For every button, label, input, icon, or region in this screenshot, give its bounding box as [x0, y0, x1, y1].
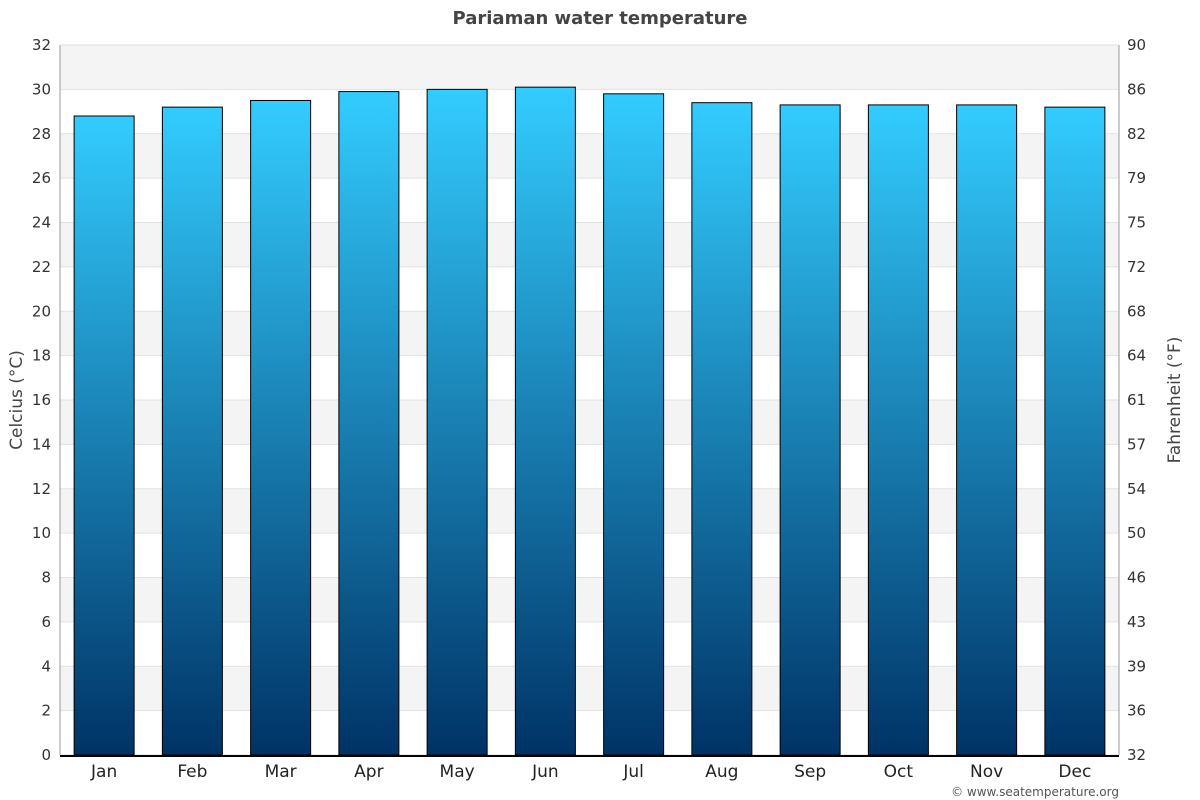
y-tick-label-left: 12 — [32, 480, 51, 498]
x-tick-label: Dec — [1058, 762, 1091, 782]
x-tick-label: May — [440, 762, 475, 782]
y-tick-label-right: 39 — [1127, 657, 1146, 675]
y-tick-label-left: 6 — [41, 613, 51, 631]
grid-band — [60, 45, 1119, 90]
y-tick-label-left: 28 — [32, 125, 51, 143]
axes — [59, 44, 1120, 757]
bar-aug — [691, 102, 753, 756]
x-tick-label: Nov — [970, 762, 1003, 782]
grid-band — [60, 666, 1119, 711]
y-tick-label-right: 64 — [1127, 347, 1146, 365]
x-tick-labels: Jan Feb Mar Apr May Jun Jul Aug Sep Oct Nov Dec — [90, 762, 1091, 782]
bar-jan — [73, 115, 135, 756]
y-tick-label-left: 32 — [32, 36, 51, 54]
bar-dec — [1044, 106, 1106, 756]
y-tick-label-right: 82 — [1127, 125, 1146, 143]
grid-band — [60, 488, 1119, 534]
grid-band — [60, 133, 1119, 179]
x-tick-label: Jul — [622, 762, 644, 782]
bars — [73, 86, 1106, 756]
x-tick-label: Apr — [354, 762, 383, 782]
y-tick-label-right: 79 — [1127, 169, 1146, 187]
y-axis-label-left: Celcius (°C) — [7, 350, 27, 450]
y-tick-label-left: 22 — [32, 258, 51, 276]
y-tick-label-right: 68 — [1127, 302, 1146, 320]
y-tick-label-right: 90 — [1127, 36, 1146, 54]
grid-band — [60, 311, 1119, 356]
y-tick-label-right: 50 — [1127, 524, 1146, 542]
y-tick-label-left: 24 — [32, 214, 51, 232]
grid-band — [60, 222, 1119, 267]
bar-nov — [956, 104, 1018, 756]
bar-may — [426, 88, 488, 756]
grid-band — [60, 400, 1119, 445]
y-tick-label-left: 0 — [41, 746, 51, 764]
x-tick-label: Mar — [265, 762, 297, 782]
y-tick-label-right: 54 — [1127, 480, 1146, 498]
bar-apr — [338, 91, 400, 756]
chart-title: Pariaman water temperature — [453, 8, 748, 29]
y-tick-labels-right: 32 36 39 43 46 50 54 57 61 64 68 72 75 79 82 86 90 — [1127, 36, 1146, 764]
x-tick-label: Aug — [705, 762, 738, 782]
y-tick-label-right: 61 — [1127, 391, 1146, 409]
y-tick-label-right: 36 — [1127, 702, 1146, 720]
x-tick-label: Jun — [531, 762, 559, 782]
y-tick-label-left: 26 — [32, 169, 51, 187]
y-tick-label-right: 46 — [1127, 569, 1146, 587]
x-tick-label: Oct — [884, 762, 914, 782]
y-tick-label-left: 2 — [41, 702, 51, 720]
x-tick-label: Feb — [177, 762, 207, 782]
bar-oct — [867, 104, 929, 756]
x-tick-label: Sep — [794, 762, 826, 782]
x-tick-label: Jan — [90, 762, 117, 782]
y-tick-label-left: 18 — [32, 347, 51, 365]
y-tick-label-left: 16 — [32, 391, 51, 409]
source-credit: © www.seatemperature.org — [951, 785, 1119, 799]
y-tick-label-left: 4 — [41, 657, 51, 675]
y-tick-label-right: 75 — [1127, 214, 1146, 232]
bar-mar — [250, 99, 312, 756]
y-tick-label-right: 72 — [1127, 258, 1146, 276]
y-tick-label-right: 86 — [1127, 80, 1146, 98]
y-tick-label-left: 10 — [32, 524, 51, 542]
bar-feb — [161, 106, 223, 756]
y-tick-label-right: 32 — [1127, 746, 1146, 764]
bar-jun — [514, 86, 576, 756]
y-tick-label-left: 8 — [41, 569, 51, 587]
y-tick-label-right: 43 — [1127, 613, 1146, 631]
y-axis-label-right: Fahrenheit (°F) — [1165, 337, 1185, 464]
y-tick-label-left: 30 — [32, 80, 51, 98]
y-tick-label-left: 14 — [32, 435, 51, 453]
bar-sep — [779, 104, 841, 756]
bar-jul — [603, 93, 665, 756]
y-tick-label-right: 57 — [1127, 435, 1146, 453]
grid-band — [60, 577, 1119, 622]
grid-bands — [60, 45, 1119, 711]
y-tick-label-left: 20 — [32, 302, 51, 320]
